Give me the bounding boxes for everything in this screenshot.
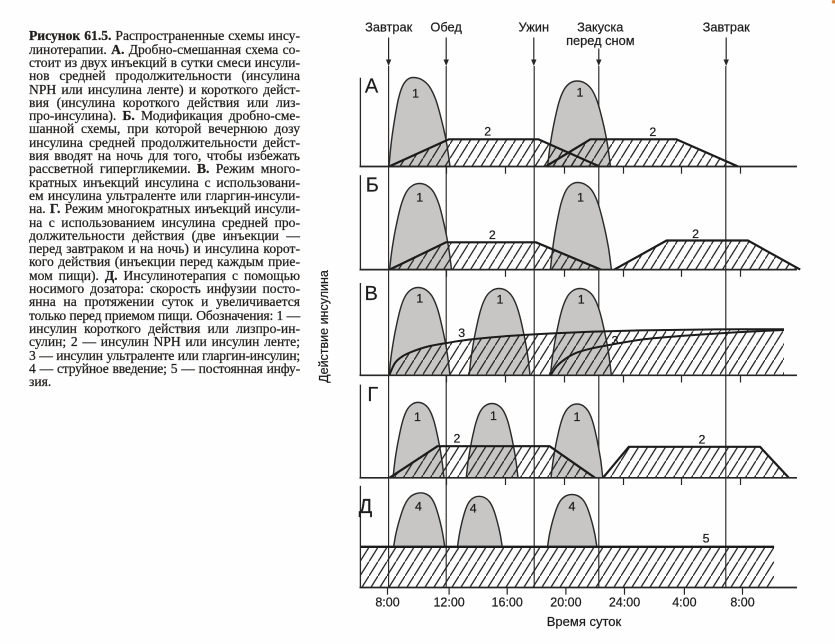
- svg-text:2: 2: [692, 227, 699, 241]
- svg-text:3: 3: [458, 326, 465, 340]
- svg-text:4:00: 4:00: [672, 596, 696, 610]
- svg-text:2: 2: [484, 124, 491, 138]
- svg-text:Обед: Обед: [430, 20, 462, 35]
- svg-text:24:00: 24:00: [609, 596, 640, 610]
- svg-text:1: 1: [416, 190, 423, 204]
- svg-text:1: 1: [414, 410, 421, 424]
- svg-text:Завтрак: Завтрак: [703, 20, 750, 35]
- svg-text:16:00: 16:00: [492, 596, 523, 610]
- svg-text:перед сном: перед сном: [566, 33, 634, 48]
- svg-text:1: 1: [416, 291, 423, 305]
- svg-text:Д: Д: [359, 496, 373, 518]
- svg-text:1: 1: [490, 409, 497, 423]
- svg-text:1: 1: [412, 87, 419, 101]
- svg-text:Г: Г: [367, 384, 378, 406]
- svg-text:4: 4: [415, 500, 422, 514]
- svg-text:2: 2: [698, 433, 705, 447]
- svg-text:3: 3: [612, 334, 619, 348]
- svg-text:2: 2: [649, 125, 656, 139]
- svg-text:В: В: [365, 283, 378, 305]
- svg-text:2: 2: [489, 228, 496, 242]
- svg-text:20:00: 20:00: [550, 596, 581, 610]
- svg-text:А: А: [365, 76, 379, 98]
- svg-text:1: 1: [577, 86, 584, 100]
- svg-text:5: 5: [703, 532, 710, 546]
- svg-text:Время суток: Время суток: [547, 614, 622, 629]
- svg-text:1: 1: [496, 293, 503, 307]
- svg-text:Действие инсулина: Действие инсулина: [317, 270, 331, 383]
- svg-text:1: 1: [573, 410, 580, 424]
- svg-text:Ужин: Ужин: [519, 20, 549, 35]
- svg-text:Б: Б: [366, 174, 379, 196]
- svg-text:12:00: 12:00: [433, 596, 464, 610]
- svg-text:4: 4: [568, 500, 575, 514]
- svg-text:8:00: 8:00: [375, 596, 399, 610]
- svg-text:Завтрак: Завтрак: [365, 20, 412, 35]
- svg-text:8:00: 8:00: [730, 596, 754, 610]
- svg-text:2: 2: [454, 432, 461, 446]
- svg-text:Закуска: Закуска: [577, 20, 624, 35]
- svg-text:1: 1: [578, 293, 585, 307]
- svg-text:4: 4: [470, 501, 477, 515]
- svg-text:1: 1: [577, 190, 584, 204]
